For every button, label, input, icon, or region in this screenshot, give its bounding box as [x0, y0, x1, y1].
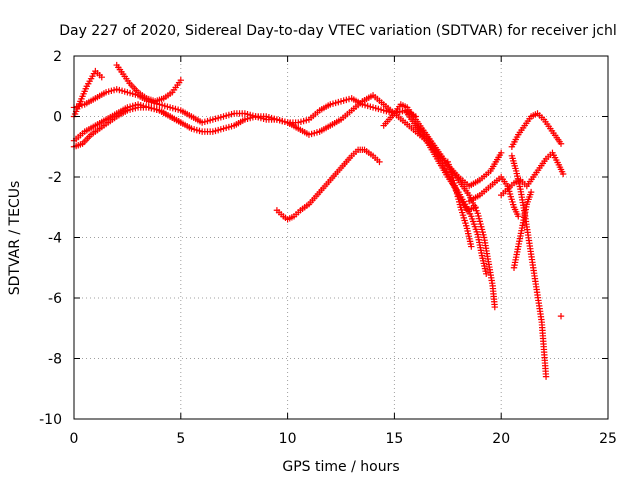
x-tick-label: 10: [279, 431, 297, 447]
y-tick-label: 2: [53, 49, 62, 65]
x-axis-label: GPS time / hours: [282, 459, 399, 475]
y-tick-label: -10: [39, 412, 62, 428]
x-tick-label: 0: [70, 431, 79, 447]
series-track-9: [401, 107, 490, 277]
data-point: [491, 303, 498, 311]
series-track-6: [273, 146, 383, 223]
data-point: [527, 188, 535, 196]
chart-title: Day 227 of 2020, Sidereal Day-to-day VTE…: [59, 23, 617, 39]
series-track-11: [444, 158, 475, 250]
y-tick-label: -2: [48, 170, 62, 186]
data-point: [557, 312, 565, 320]
data-points: [70, 61, 567, 380]
series-track-12: [465, 173, 522, 220]
y-tick-label: 0: [53, 110, 62, 126]
series-track-4: [113, 61, 184, 105]
data-point: [498, 149, 505, 156]
series-track-10: [412, 122, 498, 311]
x-tick-label: 20: [492, 431, 510, 447]
data-point: [542, 373, 550, 380]
series-track-5: [70, 101, 184, 144]
series-track-16: [510, 188, 535, 271]
y-tick-label: -6: [48, 291, 62, 307]
data-point: [177, 77, 184, 84]
x-tick-label: 5: [176, 431, 185, 447]
data-point: [98, 73, 105, 81]
series-track-14: [508, 110, 565, 150]
data-point: [483, 270, 490, 277]
axis-ticks: 0 5 10 15 20 25 -10 -8 -6 -4 -2 0 2: [39, 49, 617, 447]
data-point: [376, 158, 383, 166]
data-point: [559, 170, 567, 178]
data-point: [515, 213, 522, 220]
series-track-3: [70, 67, 105, 120]
y-tick-label: -4: [48, 231, 62, 247]
series-track-17: [557, 312, 565, 320]
data-point: [468, 243, 475, 250]
y-axis-label: SDTVAR / TECUs: [7, 181, 23, 296]
y-tick-label: -8: [48, 352, 62, 368]
series-track-15: [498, 149, 567, 199]
data-point: [177, 119, 184, 126]
x-tick-label: 15: [385, 431, 403, 447]
x-tick-label: 25: [599, 431, 617, 447]
data-point: [557, 140, 565, 147]
